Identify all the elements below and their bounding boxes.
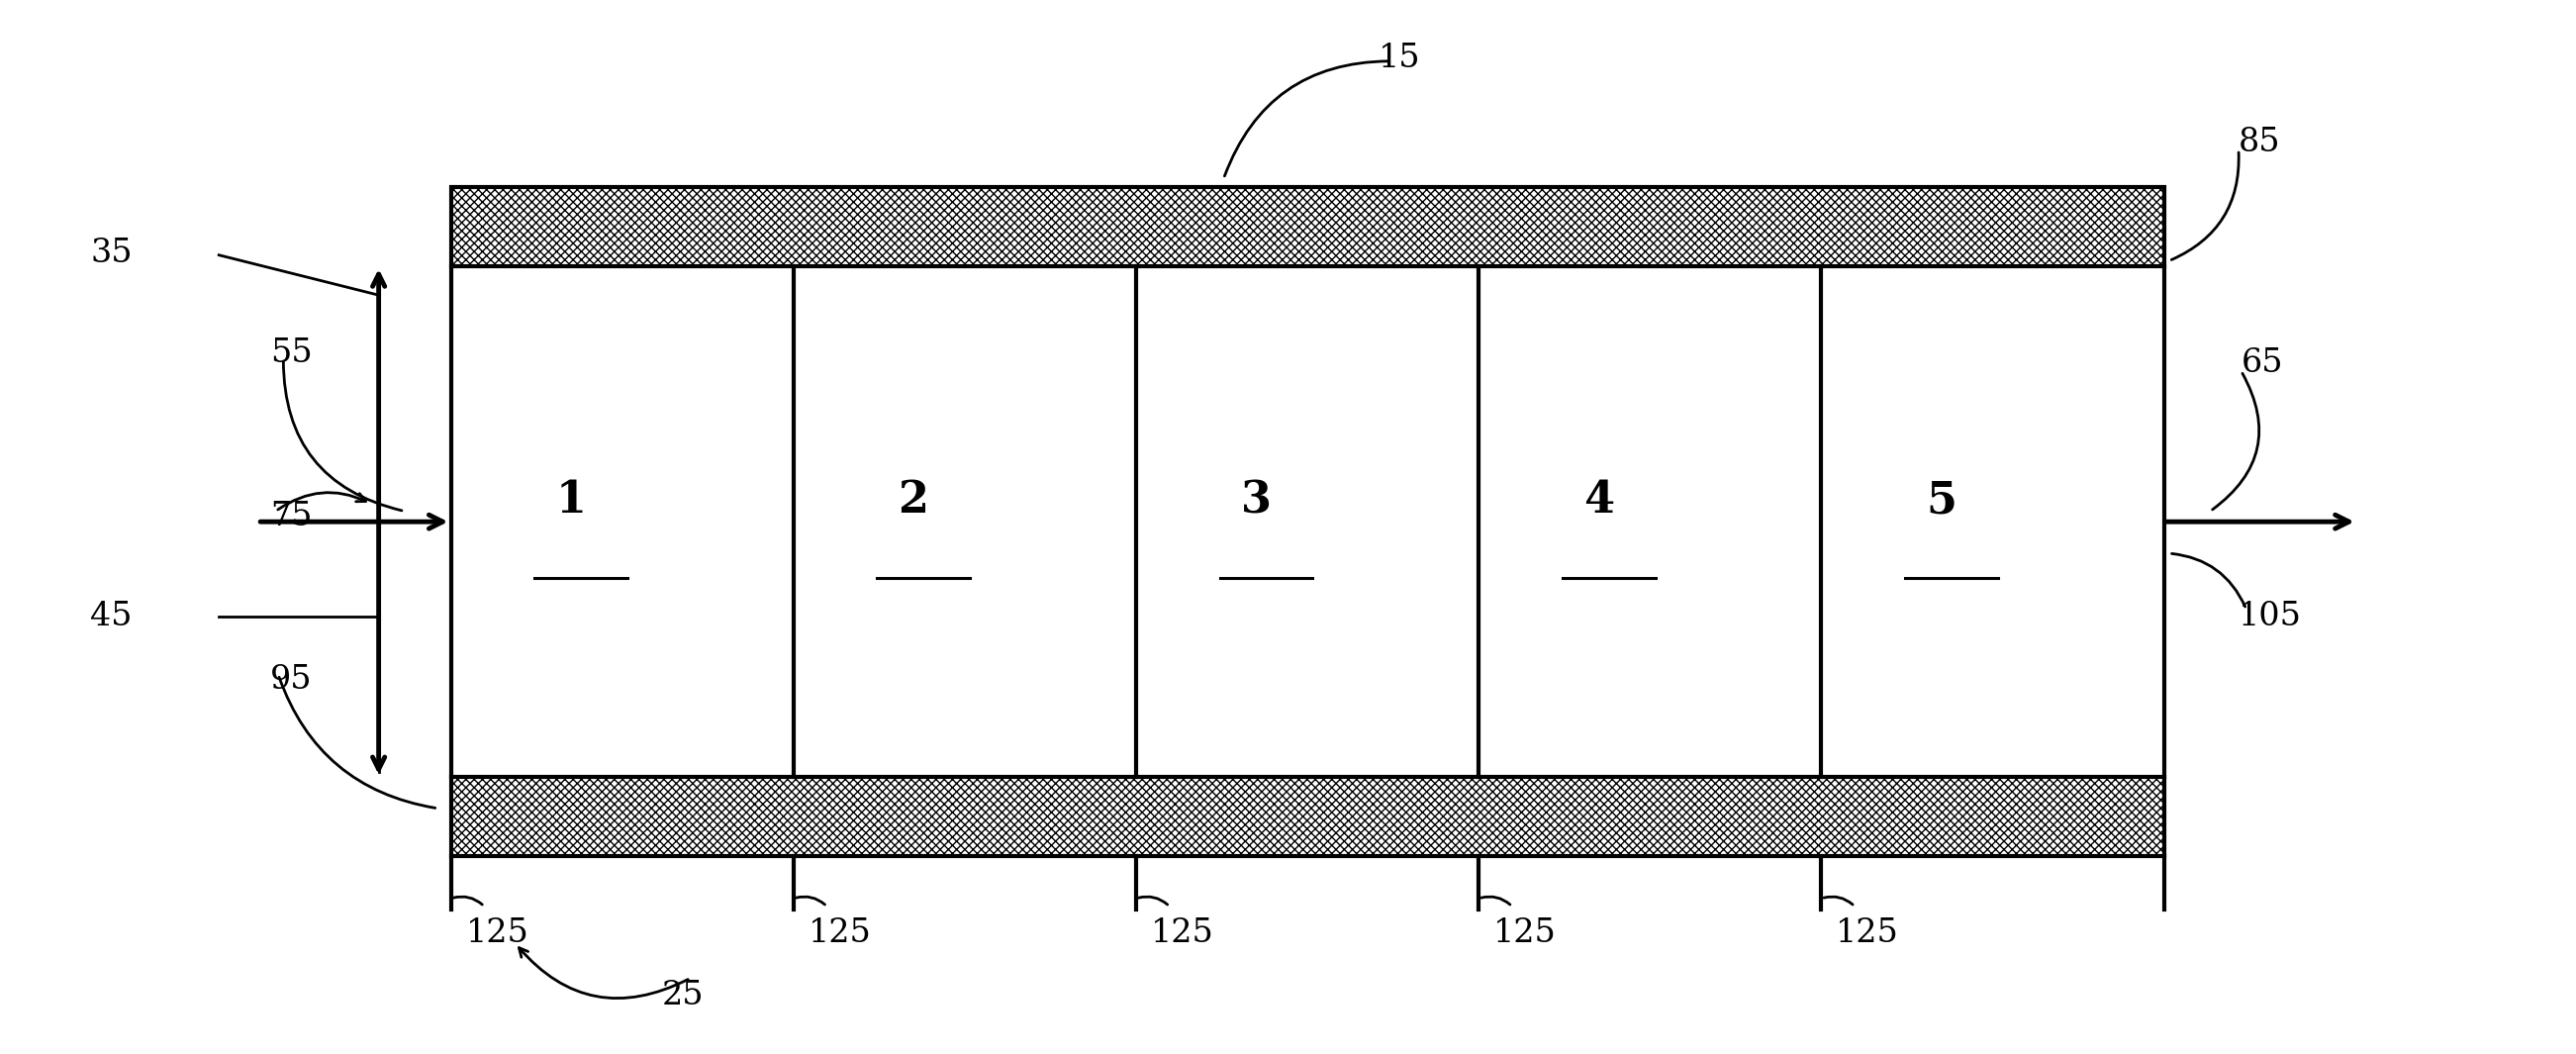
Text: 95: 95	[270, 664, 312, 696]
Text: 4: 4	[1584, 480, 1615, 522]
Text: 125: 125	[466, 917, 528, 949]
Text: 85: 85	[2239, 126, 2280, 158]
Text: 3: 3	[1242, 480, 1273, 522]
Text: 105: 105	[2239, 601, 2303, 632]
Bar	[451, 778, 2164, 856]
Text: 1: 1	[556, 480, 585, 522]
Text: 15: 15	[1378, 42, 1419, 74]
Text: 125: 125	[809, 917, 871, 949]
Text: 125: 125	[1494, 917, 1556, 949]
Text: 2: 2	[899, 480, 930, 522]
Text: 65: 65	[2241, 348, 2282, 379]
Text: 45: 45	[90, 601, 131, 632]
Bar	[451, 187, 2164, 266]
Text: 25: 25	[662, 980, 703, 1012]
Text: 5: 5	[1927, 480, 1958, 522]
Text: 125: 125	[1151, 917, 1213, 949]
Bar	[451, 778, 2164, 856]
Text: 125: 125	[1837, 917, 1899, 949]
Bar	[451, 187, 2164, 266]
Text: 35: 35	[90, 237, 131, 269]
Text: 75: 75	[270, 501, 312, 532]
Text: 55: 55	[270, 337, 312, 369]
